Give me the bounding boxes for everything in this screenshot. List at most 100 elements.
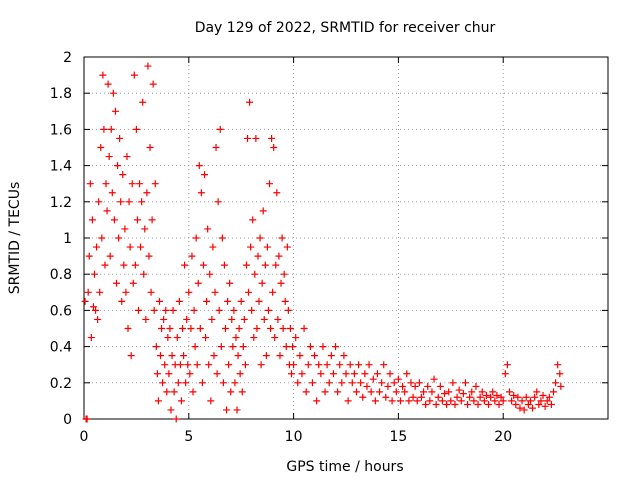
data-point xyxy=(541,402,549,410)
data-point xyxy=(338,379,346,387)
data-point xyxy=(98,234,106,242)
data-point xyxy=(115,234,123,242)
data-point xyxy=(111,107,119,115)
data-point xyxy=(539,391,547,399)
data-point xyxy=(445,388,453,396)
data-point xyxy=(259,207,267,215)
data-point xyxy=(157,352,165,360)
data-point xyxy=(386,370,394,378)
data-point xyxy=(497,393,505,401)
data-point xyxy=(514,393,522,401)
data-point xyxy=(257,361,265,369)
data-point xyxy=(304,361,312,369)
data-point xyxy=(543,397,551,405)
data-point xyxy=(92,306,100,314)
data-point xyxy=(245,288,253,296)
data-point xyxy=(108,189,116,197)
data-point xyxy=(503,361,511,369)
data-point xyxy=(282,343,290,351)
data-point xyxy=(432,401,440,409)
data-point xyxy=(173,334,181,342)
data-point xyxy=(255,297,263,305)
data-point xyxy=(183,315,191,323)
data-point xyxy=(161,361,169,369)
data-point xyxy=(554,361,562,369)
data-point xyxy=(384,382,392,390)
data-point xyxy=(327,352,335,360)
data-point xyxy=(501,370,509,378)
data-point xyxy=(90,270,98,278)
data-point xyxy=(325,379,333,387)
data-point xyxy=(359,393,367,401)
data-point xyxy=(273,189,281,197)
data-point xyxy=(441,390,449,398)
data-point xyxy=(396,397,404,405)
data-point xyxy=(97,144,105,151)
data-point xyxy=(239,343,247,351)
data-point xyxy=(474,401,482,409)
data-point xyxy=(128,180,136,188)
data-point xyxy=(447,397,455,405)
data-point xyxy=(361,370,369,378)
data-point xyxy=(271,334,279,342)
data-point xyxy=(233,406,241,414)
data-point xyxy=(199,261,207,269)
data-point xyxy=(252,134,260,142)
data-point xyxy=(219,379,227,387)
data-point xyxy=(177,397,185,405)
data-point xyxy=(550,388,558,396)
data-point xyxy=(114,162,122,170)
data-point xyxy=(482,391,490,399)
data-point xyxy=(95,198,103,206)
data-point xyxy=(438,397,446,405)
data-point xyxy=(105,153,113,161)
data-point xyxy=(459,390,467,398)
data-point xyxy=(276,352,284,360)
data-point xyxy=(117,198,125,206)
data-point xyxy=(196,325,204,332)
data-point xyxy=(262,352,270,360)
data-point xyxy=(165,370,173,378)
data-point xyxy=(451,401,459,409)
data-point xyxy=(306,343,314,351)
data-point xyxy=(185,288,193,296)
data-point xyxy=(192,234,200,242)
data-point xyxy=(129,279,137,287)
data-point xyxy=(184,361,192,369)
data-point xyxy=(216,125,224,133)
data-point xyxy=(137,243,145,251)
data-point xyxy=(168,352,176,360)
data-point xyxy=(317,370,325,378)
data-point xyxy=(215,306,223,314)
data-point xyxy=(535,401,543,409)
data-point xyxy=(493,391,501,399)
data-point xyxy=(357,379,365,387)
data-point xyxy=(487,393,495,401)
data-point xyxy=(510,391,518,399)
data-point xyxy=(363,382,371,390)
data-point xyxy=(175,297,183,305)
data-point xyxy=(143,189,151,197)
data-point xyxy=(226,279,234,287)
data-point xyxy=(213,370,221,378)
data-point xyxy=(281,297,289,305)
data-point xyxy=(286,325,294,332)
data-point xyxy=(84,288,92,296)
data-point xyxy=(81,297,89,305)
data-point xyxy=(556,370,564,378)
data-point xyxy=(197,189,205,197)
data-point xyxy=(275,252,283,260)
data-point xyxy=(518,397,526,405)
data-point xyxy=(346,361,354,369)
data-point xyxy=(261,261,269,269)
data-point xyxy=(531,393,539,401)
data-point xyxy=(203,297,211,305)
data-point xyxy=(350,370,358,378)
data-point xyxy=(457,397,465,405)
data-point xyxy=(139,98,147,106)
data-point xyxy=(300,325,308,332)
data-point xyxy=(342,370,350,378)
data-point xyxy=(505,388,513,396)
data-point xyxy=(380,361,388,369)
x-axis-label: GPS time / hours xyxy=(286,459,403,475)
